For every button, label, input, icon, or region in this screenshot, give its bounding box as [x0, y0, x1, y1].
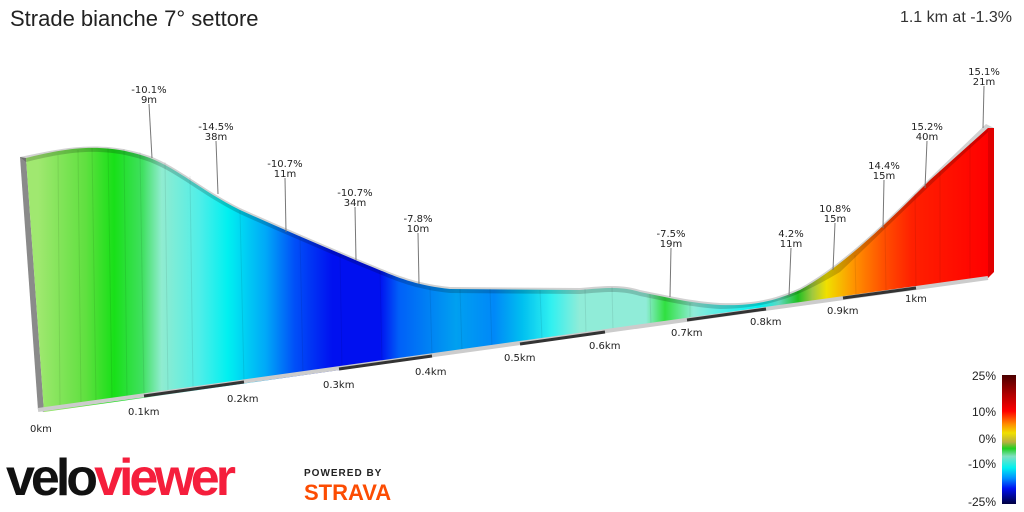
tick-label: 0.6km — [589, 341, 620, 352]
svg-text:-14.5%: -14.5% — [198, 122, 233, 133]
gradient-legend: 25% 10% 0% -10% -25% — [968, 369, 1016, 509]
baseline-segment-0.3-0.4 — [338, 354, 433, 371]
svg-text:15.1%: 15.1% — [968, 67, 1000, 78]
annotation-labels: -10.1% 9m -14.5% 38m -10.7% 11m -10.7% 3… — [131, 67, 1000, 250]
baseline-segment-0.1-0.2 — [143, 380, 245, 398]
svg-text:19m: 19m — [660, 239, 682, 250]
chart-title: Strade bianche 7° settore — [10, 6, 259, 31]
baseline-segment-0.7-0.8 — [686, 307, 767, 322]
tick-label: 0.4km — [415, 367, 446, 378]
logo-viewer: viewer — [94, 449, 236, 507]
elevation-profile-area — [26, 128, 988, 412]
svg-text:21m: 21m — [973, 77, 995, 88]
tick-label: 0.2km — [227, 394, 258, 405]
tick-label: 1km — [905, 294, 927, 305]
tick-label: 0.5km — [504, 353, 535, 364]
svg-text:-7.5%: -7.5% — [656, 229, 685, 240]
tick-label: 0.7km — [671, 328, 702, 339]
svg-text:38m: 38m — [205, 132, 227, 143]
svg-text:-10%: -10% — [968, 457, 996, 471]
svg-text:14.4%: 14.4% — [868, 161, 900, 172]
svg-text:4.2%: 4.2% — [778, 229, 803, 240]
svg-text:-7.8%: -7.8% — [403, 214, 432, 225]
svg-text:-10.7%: -10.7% — [267, 159, 302, 170]
svg-text:40m: 40m — [916, 132, 938, 143]
segment-dividers — [57, 143, 971, 408]
svg-text:-25%: -25% — [968, 495, 996, 509]
powered-by-label: POWERED BY — [304, 468, 383, 479]
route-summary: 1.1 km at -1.3% — [899, 9, 1012, 26]
svg-text:-10.1%: -10.1% — [131, 85, 166, 96]
svg-text:9m: 9m — [141, 95, 157, 106]
svg-text:10%: 10% — [972, 405, 996, 419]
tick-label: 0.1km — [128, 407, 159, 418]
veloviewer-logo[interactable]: veloviewer — [6, 449, 236, 507]
tick-label: 0.8km — [750, 317, 781, 328]
tick-label: 0km — [30, 424, 52, 435]
legend-colorbar — [1002, 375, 1016, 504]
baseline-segment-0.9-1 — [842, 286, 917, 300]
svg-text:15.2%: 15.2% — [911, 122, 943, 133]
baseline-segment-0.5-0.6 — [519, 330, 606, 346]
gradient-annotations — [148, 85, 985, 298]
logo-velo: velo — [6, 449, 98, 507]
svg-text:15m: 15m — [873, 171, 895, 182]
svg-text:11m: 11m — [780, 239, 802, 250]
svg-text:34m: 34m — [344, 198, 366, 209]
svg-text:0%: 0% — [979, 432, 997, 446]
x-axis-labels: 0km 0.1km 0.2km 0.3km 0.4km 0.5km 0.6km … — [30, 294, 927, 435]
svg-text:10m: 10m — [407, 224, 429, 235]
tick-label: 0.3km — [323, 380, 354, 391]
profile-right-face — [988, 128, 994, 278]
svg-text:10.8%: 10.8% — [819, 204, 851, 215]
svg-text:-10.7%: -10.7% — [337, 188, 372, 199]
tick-label: 0.9km — [827, 306, 858, 317]
svg-text:25%: 25% — [972, 369, 996, 383]
svg-text:11m: 11m — [274, 169, 296, 180]
svg-text:15m: 15m — [824, 214, 846, 225]
strava-logo[interactable]: STRAVA — [304, 480, 392, 505]
profile-side-face — [20, 157, 44, 412]
